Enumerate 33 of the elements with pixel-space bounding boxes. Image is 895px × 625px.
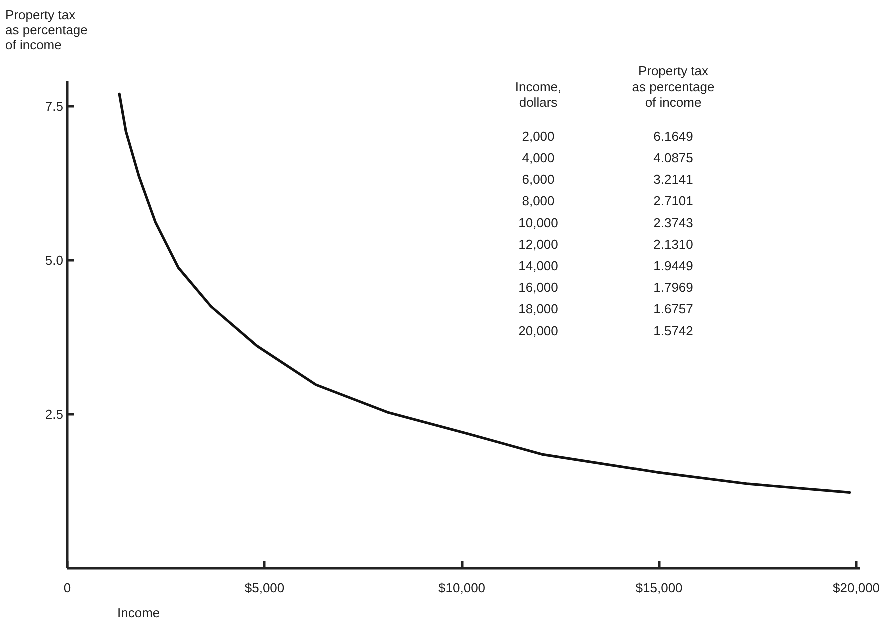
annotation: 2.3743 (654, 215, 694, 230)
x-tick-label: $15,000 (636, 580, 683, 596)
annotation: 4.0875 (654, 150, 694, 166)
annotation: 4,000 (522, 150, 555, 166)
annotation: 2,000 (522, 128, 555, 144)
x-tick-label: $5,000 (244, 580, 285, 596)
annotation: 18,000 (518, 302, 558, 317)
annotation: 6,000 (522, 172, 555, 188)
x-tick-label: $10,000 (438, 580, 486, 596)
annotation: 3.2141 (654, 172, 694, 188)
text: Property tax as percentage of income (6, 8, 88, 52)
annotation: 1.9449 (654, 258, 694, 274)
y-tick-label: 5.0 (45, 252, 64, 268)
annotation: Income, dollars (515, 79, 562, 110)
annotation: 12,000 (518, 236, 558, 252)
x-tick-label: $20,000 (833, 580, 880, 596)
annotation: 14,000 (518, 258, 558, 274)
line-series (118, 92, 852, 494)
annotation: 1.6757 (654, 302, 694, 317)
annotation: 1.7969 (654, 280, 694, 296)
annotation: 1.5742 (654, 323, 694, 338)
annotation: 6.1649 (654, 128, 694, 144)
annotation: 20,000 (518, 323, 558, 338)
annotation: 8,000 (522, 194, 555, 209)
x-axis-title: Income (118, 606, 160, 620)
y-tick-label: 7.5 (45, 98, 64, 114)
annotation: 10,000 (518, 215, 558, 230)
annotation: 2.7101 (654, 194, 694, 209)
annotation: 16,000 (518, 280, 558, 296)
x-tick-label: 0 (64, 580, 72, 596)
y-axis-title: Property tax as percentage of income (632, 64, 715, 110)
annotation: 2.1310 (654, 236, 694, 252)
y-tick-label: 2.5 (45, 406, 64, 422)
